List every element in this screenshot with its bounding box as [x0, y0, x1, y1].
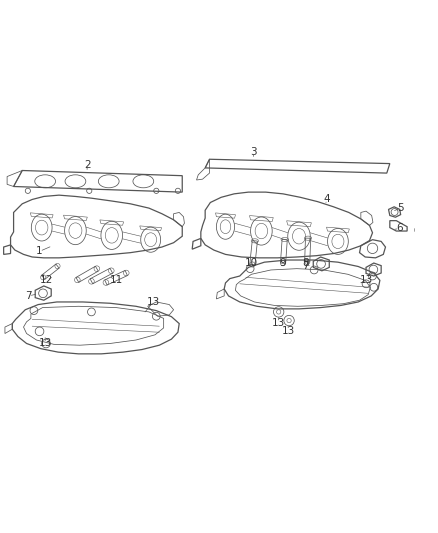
Text: 13: 13 — [272, 318, 285, 328]
Text: 8: 8 — [302, 258, 309, 268]
Text: 13: 13 — [39, 338, 52, 349]
Text: 2: 2 — [84, 160, 90, 170]
Text: 13: 13 — [147, 297, 160, 307]
Text: 5: 5 — [397, 203, 404, 213]
Text: 10: 10 — [245, 258, 258, 268]
Text: 1: 1 — [36, 246, 43, 256]
Text: 13: 13 — [360, 276, 374, 285]
Text: 12: 12 — [40, 276, 53, 285]
Text: 9: 9 — [280, 258, 286, 268]
Text: 6: 6 — [396, 223, 403, 233]
Text: 3: 3 — [250, 147, 257, 157]
Text: 11: 11 — [110, 276, 123, 285]
Text: 4: 4 — [324, 195, 330, 205]
Text: 7: 7 — [25, 291, 32, 301]
Text: 7: 7 — [302, 261, 309, 271]
Text: 13: 13 — [282, 326, 295, 335]
